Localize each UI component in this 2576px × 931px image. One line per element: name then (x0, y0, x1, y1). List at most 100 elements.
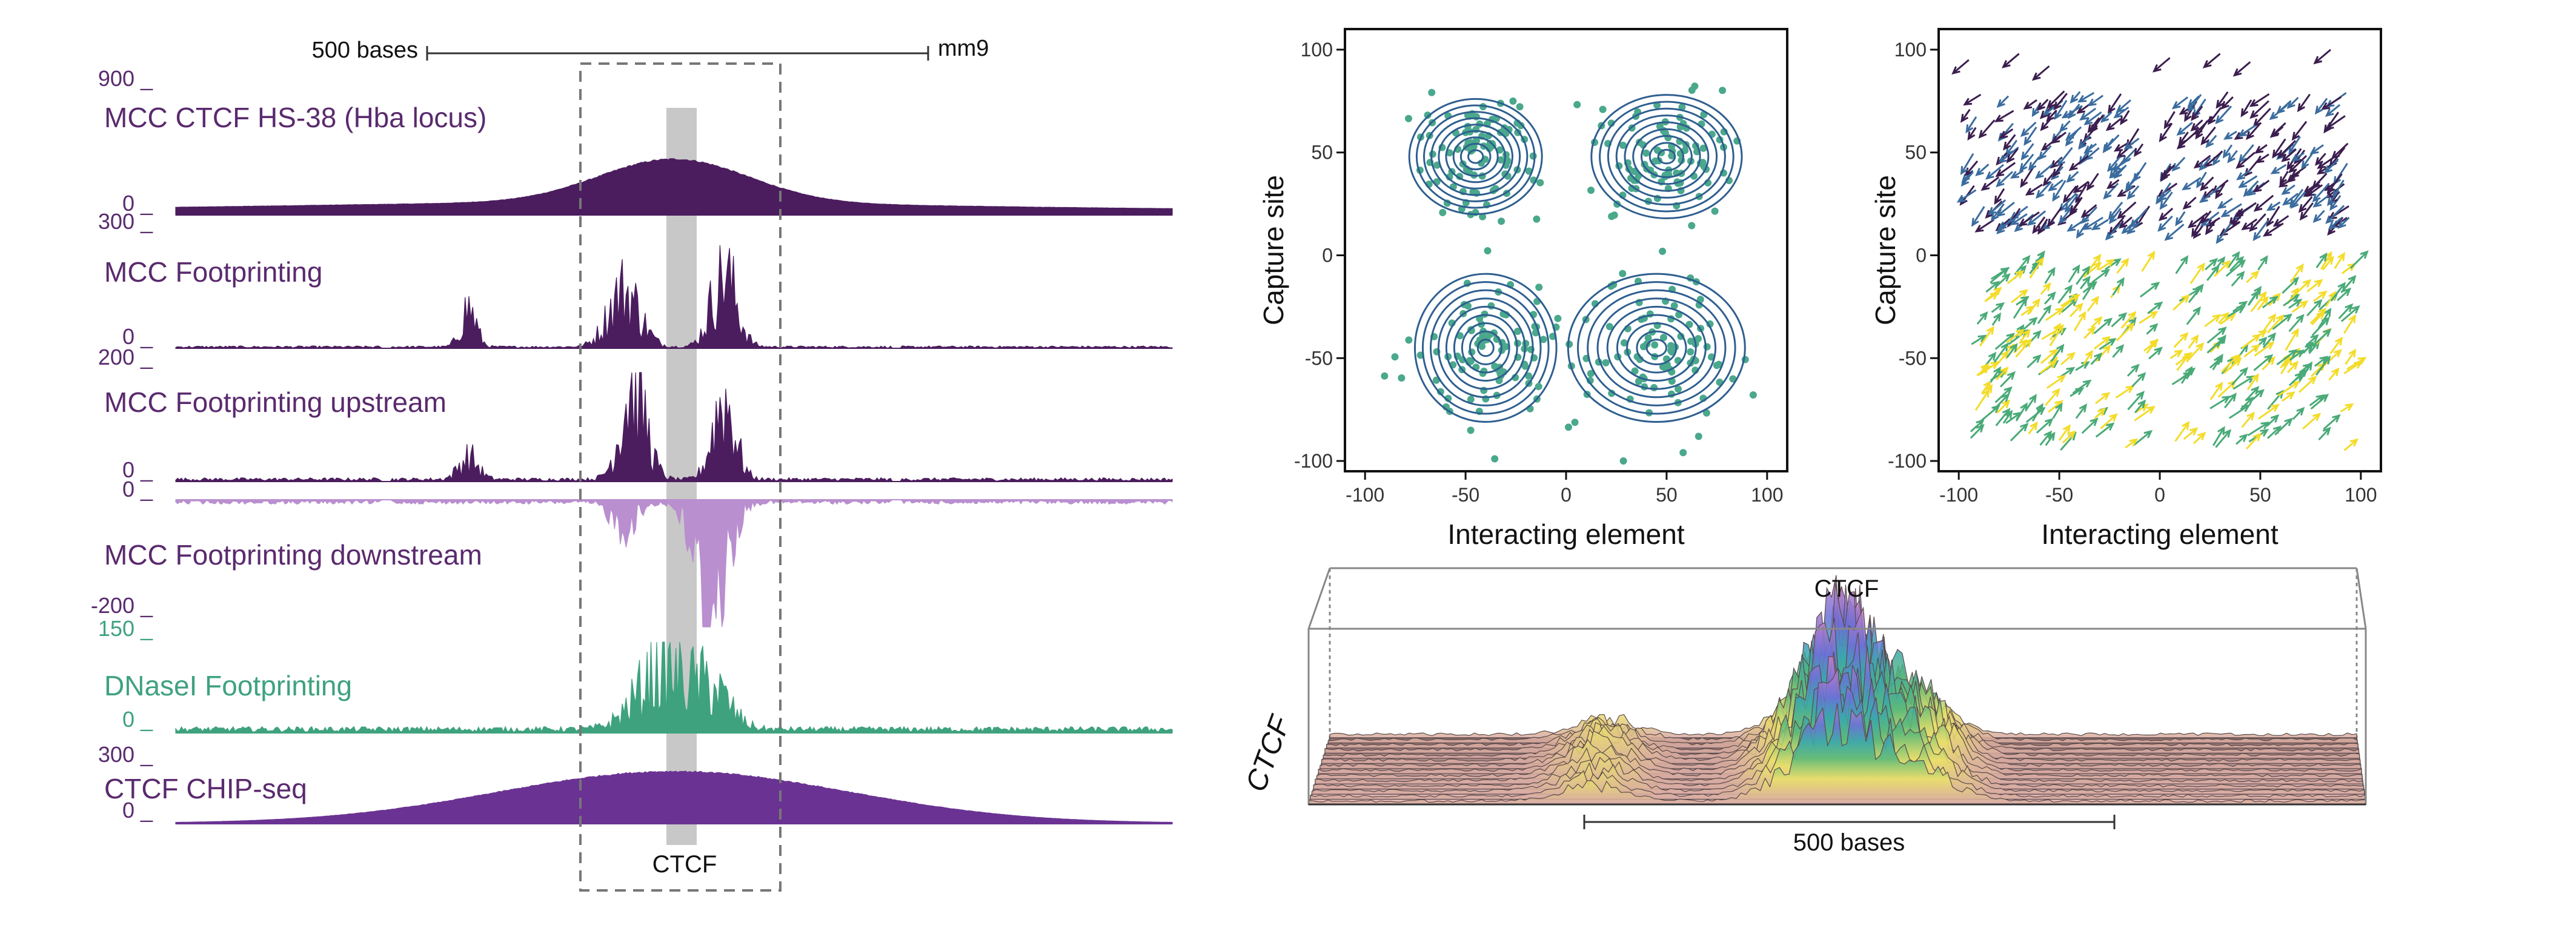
surface-3d-panel: CTCF CTCF 500 bases (1240, 567, 2367, 856)
vector-arrow (2082, 216, 2103, 230)
vector-arrow (2312, 290, 2328, 302)
vector-arrow (2288, 372, 2303, 386)
scatter-point (1521, 362, 1529, 370)
vector-arrow (2134, 399, 2146, 414)
vector-arrow (1990, 366, 2002, 383)
vector-arrow (2320, 251, 2332, 270)
scatter-point (1670, 302, 1678, 310)
density-contour (1587, 289, 1727, 406)
track-ymax-fp: 300 _ (98, 209, 153, 234)
vector-arrow (2095, 422, 2115, 438)
vector-arrow (2277, 140, 2296, 159)
scatter-point (1619, 270, 1627, 277)
track-down: MCC Footprinting downstream 0 _ -200 _ (91, 477, 1173, 628)
vector-arrow (2323, 414, 2341, 430)
arrow-x-tick-label: 100 (2345, 484, 2377, 506)
vector-arrow (2232, 61, 2251, 77)
vector-arrow (2311, 328, 2332, 347)
vector-arrow (2020, 143, 2034, 161)
vector-arrow (2189, 262, 2205, 285)
vector-arrow (2042, 172, 2055, 187)
track-ymin-chip: 0 _ (122, 798, 153, 823)
vector-arrow (2064, 193, 2079, 213)
vector-arrow (2113, 142, 2128, 152)
scatter-point (1599, 105, 1607, 113)
scatter-axes: -100 -50 0 50 100 100 50 0 -50 -100 (1294, 39, 1784, 506)
vector-arrow (2325, 205, 2345, 224)
vector-arrow (2231, 366, 2248, 386)
vector-arrow (1980, 176, 2000, 191)
vector-arrow (2117, 201, 2137, 219)
vector-arrow (2213, 260, 2231, 277)
track-ymin-dnase: 0 _ (122, 707, 153, 732)
density-contour (1461, 322, 1510, 374)
vector-arrow (2282, 193, 2299, 206)
vector-arrow (2270, 164, 2287, 174)
vector-arrow (2010, 213, 2028, 226)
vector-arrow (2340, 403, 2354, 412)
vector-arrow (2134, 406, 2156, 422)
vector-arrow (2196, 171, 2207, 188)
vector-arrow (2254, 144, 2268, 154)
vector-arrow (2130, 208, 2148, 228)
density-contour (1422, 111, 1529, 202)
vector-arrow (2119, 216, 2133, 229)
vector-arrow (2343, 438, 2359, 451)
density-contour (1624, 121, 1710, 192)
vector-arrow (2337, 217, 2350, 229)
vector-arrow (2266, 414, 2280, 427)
scatter-point (1405, 114, 1412, 122)
density-contour (1626, 322, 1687, 374)
scatter-point (1696, 296, 1704, 303)
vector-arrow (2220, 96, 2234, 110)
vector-arrow (2066, 216, 2090, 232)
track-label-dnase: DNaseI Footprinting (104, 670, 352, 701)
vector-arrow (2270, 122, 2286, 137)
vector-arrow (2028, 421, 2038, 435)
vector-arrow (1974, 219, 1994, 233)
vector-arrow (2050, 343, 2065, 363)
vector-arrow (2299, 363, 2312, 374)
scatter-x-axis-label: Interacting element (1447, 519, 1684, 550)
vector-arrow (2285, 328, 2299, 351)
vector-arrow (2096, 344, 2111, 362)
vector-arrow (2065, 130, 2079, 147)
density-contour (1607, 107, 1726, 206)
vector-arrow (2037, 218, 2048, 235)
scatter-point (1571, 419, 1579, 426)
vector-arrow (1960, 108, 1971, 123)
scatter-point (1586, 377, 1594, 385)
scatter-point (1535, 283, 1543, 291)
vector-arrow (2068, 264, 2080, 283)
vector-arrow (2288, 314, 2305, 333)
vector-arrow (2079, 107, 2096, 121)
vector-arrow (2217, 197, 2233, 209)
vector-arrow (2236, 151, 2256, 169)
vector-arrow (2290, 191, 2306, 209)
vector-arrow (2048, 179, 2063, 191)
vector-arrow (2040, 348, 2059, 364)
vector-arrow (2250, 291, 2267, 313)
vector-arrow (2006, 148, 2019, 164)
scatter-point (1554, 314, 1562, 322)
vector-arrow (2215, 183, 2226, 199)
vector-arrow (2245, 122, 2262, 141)
scatter-point (1619, 457, 1627, 465)
vector-arrow (1993, 342, 2009, 363)
scatter-y-tick-label: -100 (1294, 450, 1333, 472)
vector-arrow (1990, 203, 2005, 222)
track-dnase: DNaseI Footprinting 150 _ 0 _ (98, 616, 1173, 734)
track-fp: MCC Footprinting 300 _ 0 _ (98, 209, 1173, 349)
vector-arrow (1971, 334, 1987, 345)
vector-arrow (2289, 263, 2304, 283)
scatter-point (1398, 374, 1406, 382)
vector-arrow (2113, 106, 2130, 119)
vector-arrow (2126, 363, 2140, 377)
scatter-point (1381, 372, 1389, 380)
vector-arrow (2093, 317, 2113, 334)
scatter-point (1464, 302, 1472, 310)
vector-arrow (2113, 164, 2127, 179)
vector-arrow (2306, 334, 2319, 346)
vector-arrow (2202, 53, 2221, 68)
scatter-point (1535, 383, 1542, 391)
